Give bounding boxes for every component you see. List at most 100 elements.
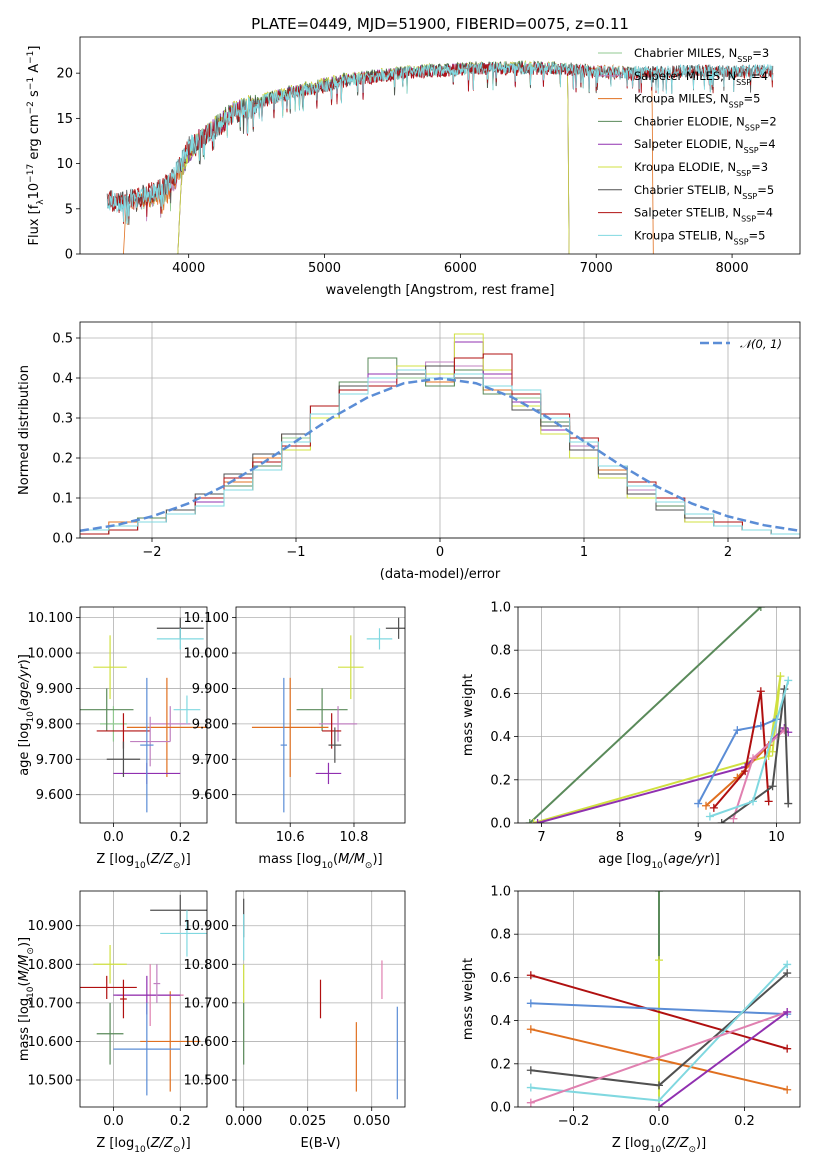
legend-entry: Salpeter ELODIE, NSSP=4: [634, 137, 776, 155]
weight-marker: [526, 1098, 535, 1107]
weight-line: [721, 688, 790, 823]
weight-marker: [784, 676, 793, 685]
y-tick-label: 15: [56, 112, 73, 127]
x-tick-label: 10.8: [340, 830, 369, 845]
weight-line: [530, 974, 788, 1050]
legend-entry: 𝒩(0, 1): [740, 337, 782, 351]
figure-title: PLATE=0449, MJD=51900, FIBERID=0075, z=0…: [251, 15, 629, 33]
weight-marker: [526, 999, 535, 1008]
legend-entry: Chabrier STELIB, NSSP=5: [634, 183, 774, 201]
residuals-legend: 𝒩(0, 1): [700, 337, 782, 351]
weight-marker: [529, 819, 538, 823]
y-tick-label: 9.800: [36, 717, 73, 732]
weight-marker: [533, 819, 542, 823]
weight-marker: [783, 1044, 792, 1053]
y-tick-label: 20: [56, 67, 73, 82]
y-tick-label: 10.700: [184, 996, 230, 1011]
y-tick-label: 10.800: [184, 958, 230, 973]
x-tick-label: −2: [142, 545, 161, 560]
y-tick-label: 1.0: [490, 601, 511, 616]
y-tick-label: 9.800: [192, 717, 229, 732]
weight-marker: [729, 814, 738, 823]
x-tick-label: 0.0: [649, 1114, 670, 1129]
y-tick-label: 0.2: [52, 452, 73, 467]
y-axis-label: Normed distribution: [17, 365, 32, 495]
x-axis-label: age [log10(age/yr)]: [598, 852, 720, 871]
spectrum-line: [107, 62, 774, 224]
weight-marker: [526, 1083, 535, 1092]
axes-frame: [79, 890, 208, 1108]
y-tick-label: 10.000: [184, 647, 230, 662]
y-tick-label: 0.8: [490, 928, 511, 943]
y-tick-label: 10.800: [28, 958, 74, 973]
weight-line: [529, 607, 762, 823]
x-axis-label: (data-model)/error: [380, 567, 501, 582]
x-tick-label: 0: [436, 545, 444, 560]
weight-marker: [705, 812, 714, 821]
x-tick-label: 0.050: [353, 1114, 390, 1129]
mass-vs-Z-axes: 0.0 0.2 10.500 10.600 10.700 10.800 10.900 Z [l…: [17, 891, 207, 1155]
y-tick-label: 0.0: [490, 817, 511, 832]
weight-line: [658, 1011, 788, 1107]
weight-marker: [749, 797, 757, 806]
x-axis-label: Z [log10(Z/Z⊙)]: [96, 852, 190, 871]
axes-frame: [79, 36, 801, 255]
y-tick-label: 0.0: [52, 532, 73, 547]
weight-line: [713, 691, 770, 809]
x-tick-label: 6000: [444, 261, 477, 276]
y-tick-label: 0.4: [490, 730, 511, 745]
y-tick-label: 9.900: [36, 682, 73, 697]
x-tick-label: 0.2: [734, 1114, 755, 1129]
y-tick-label: 0.0: [490, 1101, 511, 1116]
x-axis-label: Z [log10(Z/Z⊙)]: [96, 1136, 190, 1155]
y-axis-label: Flux [fλ10−17 erg cm−2 s−1 A−1]: [26, 46, 46, 246]
weight-marker: [783, 969, 792, 978]
weight-marker: [764, 797, 773, 806]
x-tick-label: 9: [694, 830, 702, 845]
x-tick-label: 2: [724, 545, 732, 560]
weight-marker: [768, 782, 777, 791]
x-axis-label: mass [log10(M/M⊙)]: [258, 852, 382, 871]
x-tick-label: −1: [286, 545, 305, 560]
y-tick-label: 5: [65, 202, 73, 217]
spectrum-line: [106, 61, 774, 225]
y-tick-label: 9.600: [192, 788, 229, 803]
weight-marker: [655, 956, 663, 965]
weight-marker: [756, 607, 765, 611]
y-tick-label: 9.700: [192, 753, 229, 768]
x-tick-label: 0.0: [103, 830, 124, 845]
x-axis-label: Z [log10(Z/Z⊙)]: [612, 1136, 706, 1155]
y-tick-label: 10.500: [184, 1074, 230, 1089]
y-tick-label: 10.500: [28, 1074, 74, 1089]
mass-vs-EBV-axes: 0.000 0.025 0.050 10.500 10.600 10.700 10.800 1…: [184, 891, 405, 1151]
y-tick-label: 10.900: [184, 919, 230, 934]
y-tick-label: 0.4: [490, 1014, 511, 1029]
mass-weight-vs-Z-axes: −0.2 0.0 0.2 0.0 0.2 0.4 0.6 0.8 1.0 Z [log10(Z/Z…: [461, 885, 800, 1155]
age-vs-Z-axes: 0.0 0.2 9.600 9.700 9.800 9.900 10.000 10.100 Z …: [17, 607, 207, 871]
x-tick-label: 10.6: [276, 830, 305, 845]
legend-entry: Chabrier MILES, NSSP=3: [634, 46, 769, 64]
axes-frame: [235, 890, 406, 1108]
weight-line: [530, 1028, 788, 1091]
x-tick-label: 0.2: [170, 830, 191, 845]
y-axis-label: mass [log10(M/M⊙)]: [17, 937, 36, 1061]
x-tick-label: 7000: [580, 261, 613, 276]
weight-marker: [655, 1103, 663, 1107]
x-tick-label: 8: [616, 830, 624, 845]
legend-entry: Chabrier ELODIE, NSSP=2: [634, 114, 777, 131]
weight-marker: [783, 960, 792, 969]
spectra-plot: [106, 59, 774, 254]
spectrum-line: [177, 61, 570, 254]
x-tick-label: 0.000: [225, 1114, 262, 1129]
weight-marker: [655, 1081, 663, 1090]
weight-marker: [694, 799, 703, 808]
weight-marker: [717, 819, 726, 823]
y-tick-label: 10.100: [28, 611, 74, 626]
x-tick-label: 0.0: [103, 1114, 124, 1129]
weight-marker: [749, 754, 757, 763]
weight-marker: [768, 747, 777, 756]
weight-marker: [780, 726, 789, 735]
y-tick-label: 10.000: [28, 647, 74, 662]
residuals-axes: −2 −1 0 1 2 0.0 0.1 0.2 0.3 0.4 0.5 (data-model)/er…: [17, 322, 800, 582]
y-tick-label: 0.4: [52, 372, 73, 387]
